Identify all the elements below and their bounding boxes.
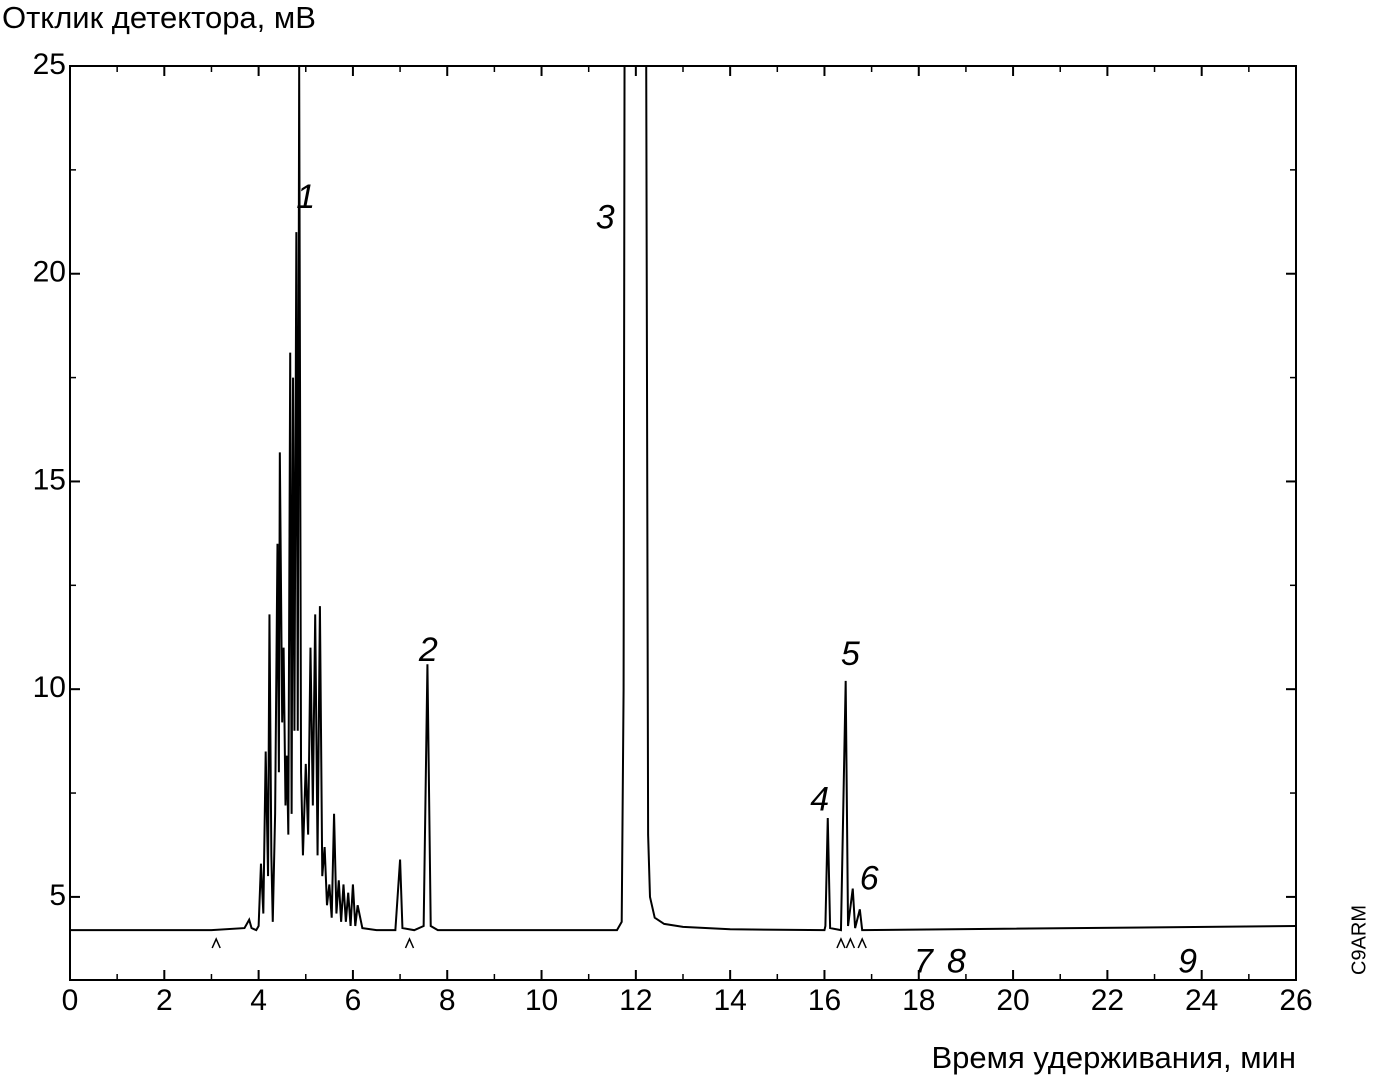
chart-title: Отклик детектора, мВ <box>2 0 316 35</box>
peak-label: 6 <box>860 859 879 897</box>
x-axis-label: Время удерживания, мин <box>931 1040 1296 1075</box>
peak-label: 4 <box>810 780 829 818</box>
integration-mark <box>845 937 856 949</box>
peak-label: 3 <box>596 199 615 237</box>
integration-mark <box>211 937 221 949</box>
peak-label: 9 <box>1178 942 1197 980</box>
x-tick-label: 26 <box>1279 984 1312 1017</box>
x-tick-label: 10 <box>525 984 558 1017</box>
x-tick-label: 2 <box>156 984 173 1017</box>
x-tick-label: 16 <box>808 984 841 1017</box>
peak-label: 5 <box>841 635 860 673</box>
chromatogram-trace <box>70 66 1296 932</box>
peak-label: 2 <box>418 631 438 669</box>
x-tick-label: 8 <box>439 984 456 1017</box>
integration-mark <box>857 937 867 949</box>
peak-label: 7 <box>914 942 934 980</box>
integration-mark <box>836 937 846 949</box>
y-tick-label: 5 <box>49 879 66 912</box>
x-tick-label: 14 <box>713 984 746 1017</box>
peak-label: 1 <box>296 178 315 216</box>
x-tick-label: 4 <box>250 984 267 1017</box>
peak-label: 8 <box>947 942 966 980</box>
x-tick-label: 0 <box>62 984 79 1017</box>
y-tick-label: 25 <box>33 48 66 81</box>
y-tick-label: 15 <box>33 463 66 496</box>
x-tick-label: 24 <box>1185 984 1218 1017</box>
y-tick-label: 20 <box>33 256 66 289</box>
x-tick-label: 6 <box>345 984 362 1017</box>
x-tick-label: 20 <box>996 984 1029 1017</box>
y-tick-label: 10 <box>33 671 66 704</box>
side-label: C9ARM <box>1348 905 1370 975</box>
x-tick-label: 22 <box>1091 984 1124 1017</box>
integration-mark <box>404 937 415 949</box>
x-tick-label: 12 <box>619 984 652 1017</box>
x-tick-label: 18 <box>902 984 935 1017</box>
plot-frame <box>69 65 1297 981</box>
